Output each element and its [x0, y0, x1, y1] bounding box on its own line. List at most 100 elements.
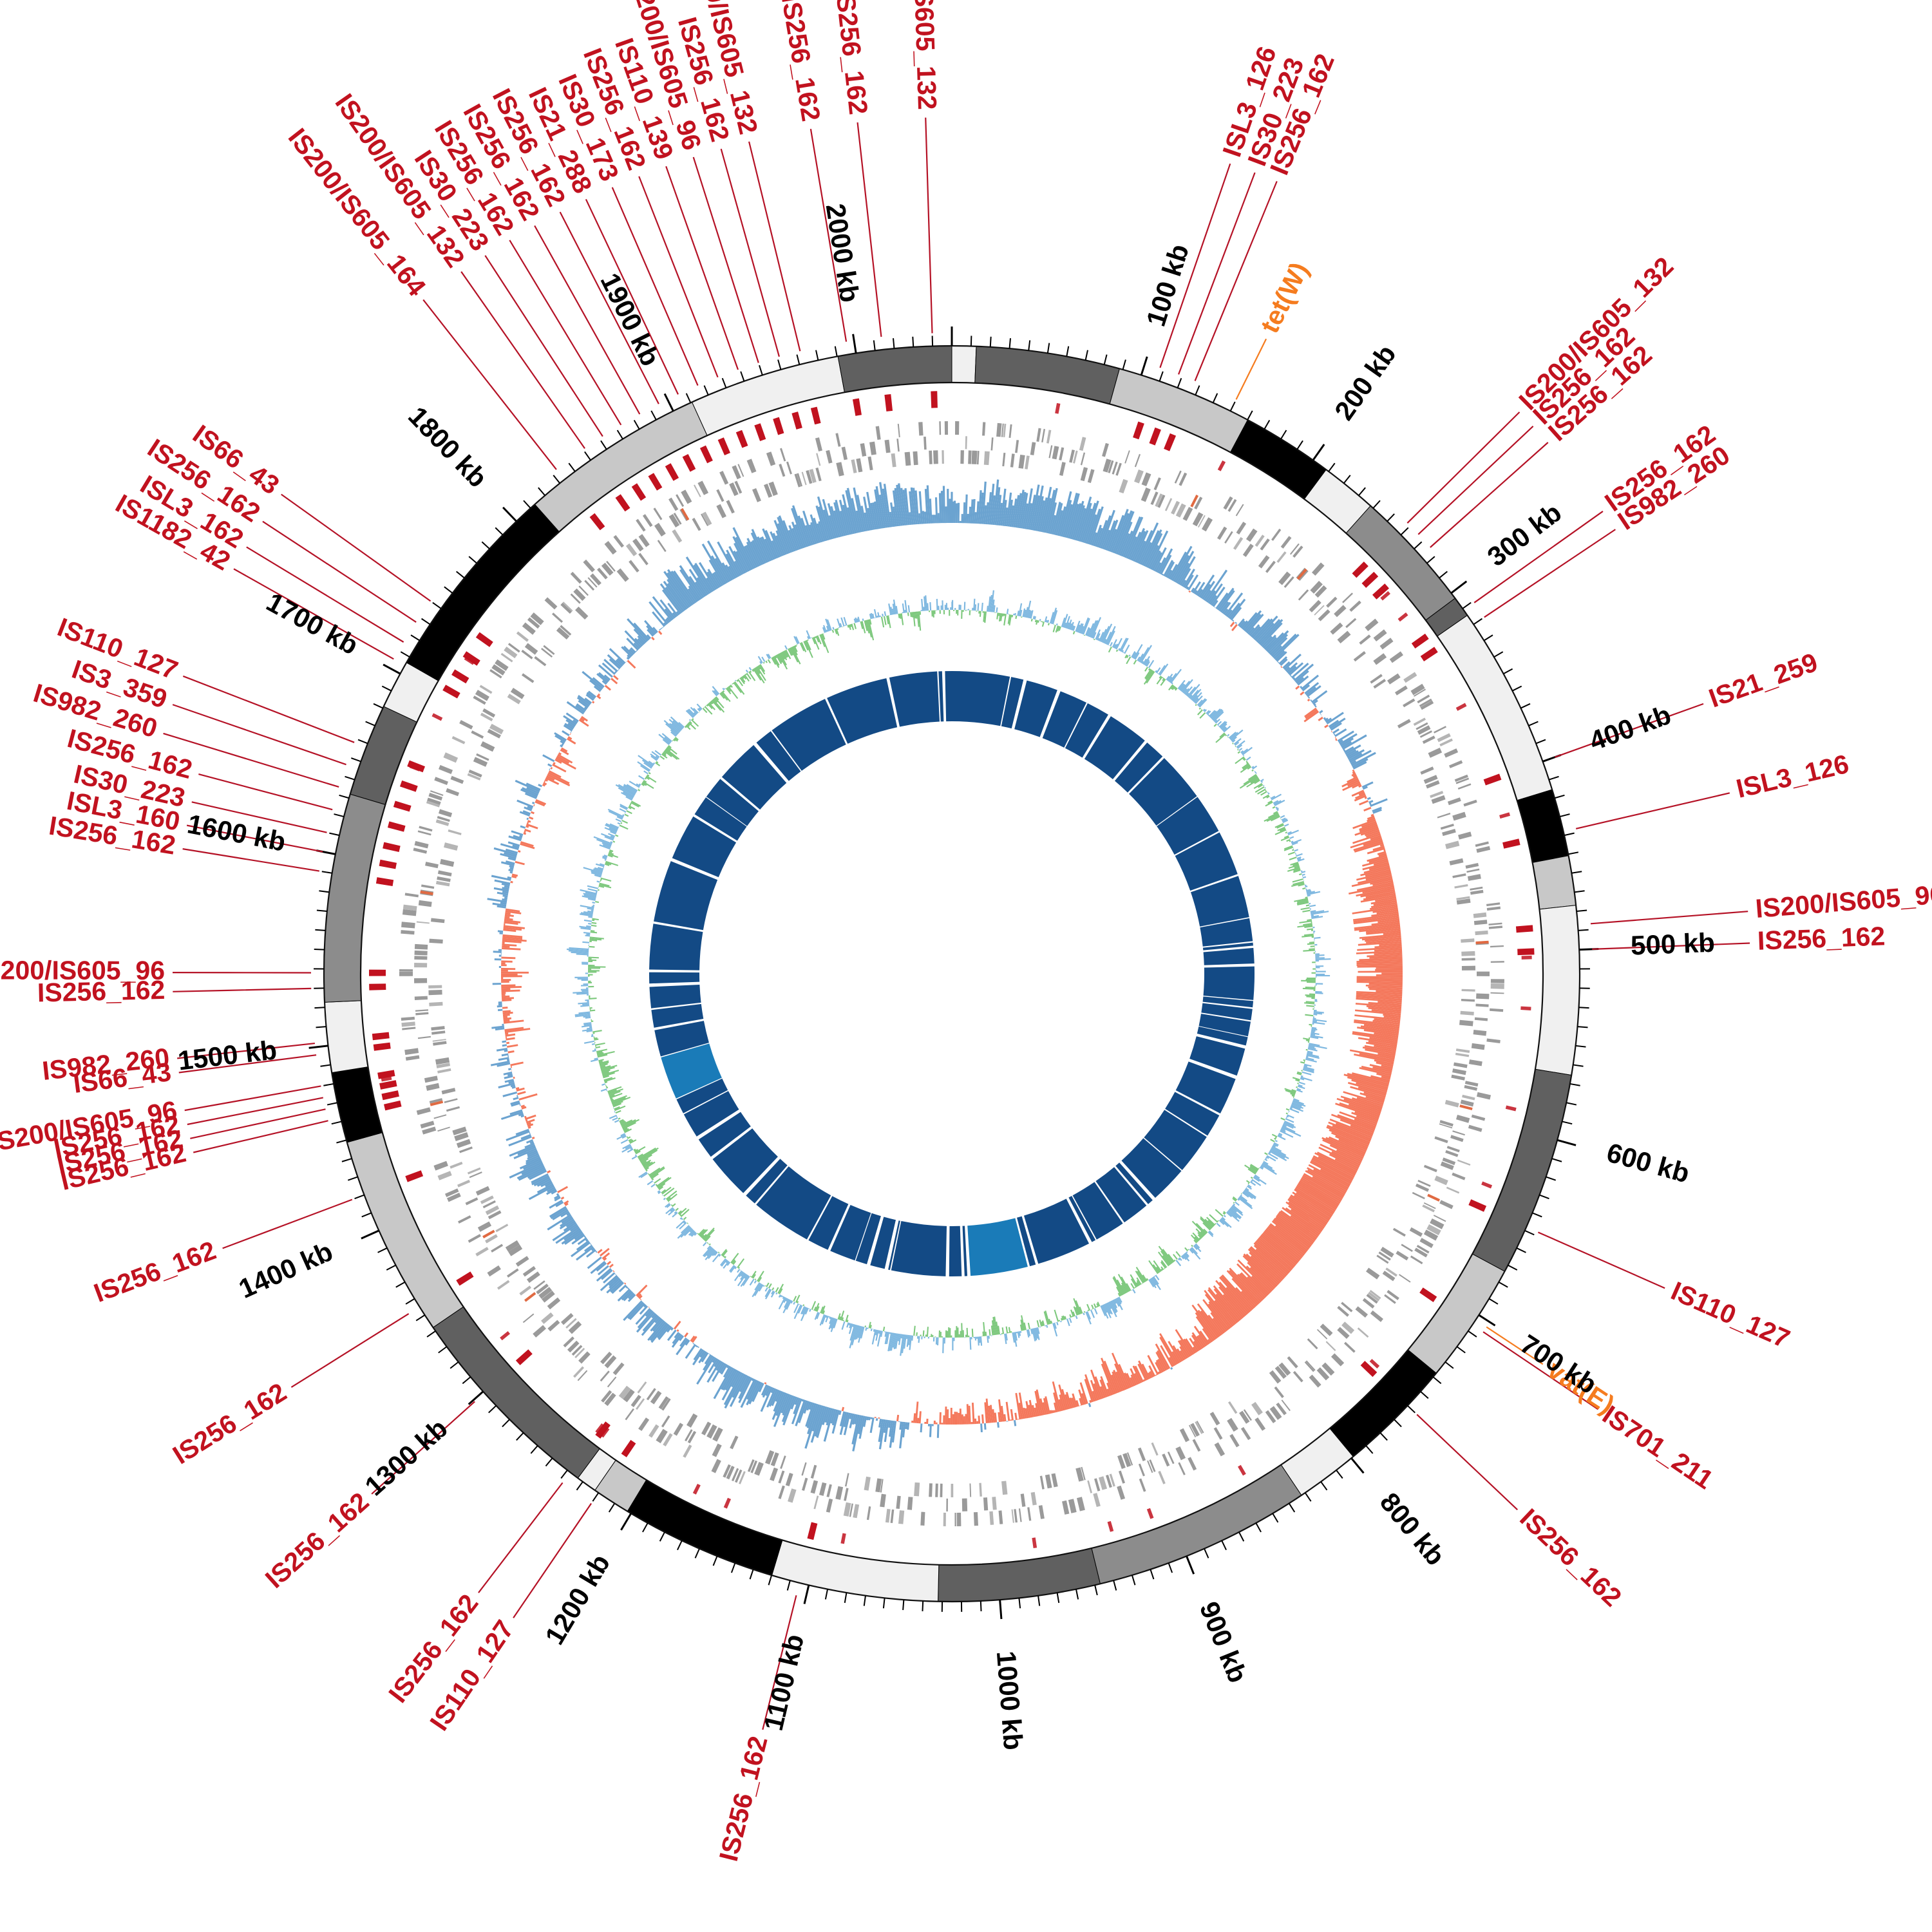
core-genome-segment	[1042, 691, 1087, 748]
gc-content-bar	[741, 676, 744, 679]
gc-content-bar	[589, 1009, 596, 1012]
cds-feature	[766, 451, 776, 466]
gc-skew-bar	[1360, 1025, 1399, 1032]
gc-skew-bar	[502, 1010, 511, 1013]
gc-content-bar	[654, 750, 662, 756]
gc-content-bar	[780, 1294, 782, 1298]
gc-content-bar	[1272, 806, 1276, 809]
gc-skew-bar	[607, 1260, 612, 1265]
gc-content-bar	[1186, 1251, 1188, 1253]
core-genome-segment	[1001, 677, 1024, 729]
gc-content-bar	[720, 692, 728, 701]
gc-skew-bar	[630, 647, 636, 654]
gc-skew-bar	[1362, 858, 1388, 867]
core-genome-segment	[889, 671, 940, 727]
gc-content-bar	[933, 1337, 935, 1342]
gc-skew-bar	[497, 1062, 511, 1067]
gc-content-bar	[1280, 1128, 1286, 1132]
gc-content-bar	[616, 1134, 626, 1140]
gc-content-bar	[738, 1271, 744, 1278]
gc-content-bar	[1013, 613, 1015, 616]
gc-skew-bar	[1371, 911, 1399, 917]
gc-content-bar	[1289, 857, 1297, 860]
gc-content-bar	[714, 1251, 718, 1256]
gc-skew-bar	[811, 1405, 822, 1432]
gc-content-bar	[918, 611, 922, 631]
gc-content-bar	[1209, 1214, 1218, 1223]
gc-content-bar	[814, 1312, 819, 1320]
gc-content-bar	[608, 853, 619, 858]
gc-content-bar	[1133, 644, 1143, 659]
gc-skew-bar	[652, 611, 666, 627]
leader-line	[1592, 942, 1750, 950]
gc-content-bar	[1290, 862, 1299, 866]
cds-feature	[1473, 1029, 1487, 1036]
cds-feature	[835, 1486, 844, 1500]
gc-skew-bar	[976, 501, 980, 524]
gc-content-bar	[1093, 1303, 1097, 1309]
cds-feature	[1337, 630, 1351, 644]
gc-content-bar	[1016, 1331, 1018, 1334]
gc-content-bar	[615, 1110, 621, 1114]
gc-skew-bar	[614, 1273, 617, 1276]
gc-content-bar	[615, 834, 619, 837]
cds-feature	[780, 448, 786, 462]
gc-skew-bar	[1320, 1168, 1351, 1186]
gc-content-bar	[864, 1325, 867, 1328]
gc-content-bar	[803, 641, 809, 651]
cds-feature	[929, 450, 933, 464]
gc-content-bar	[1101, 1305, 1109, 1319]
gc-content-bar	[587, 898, 596, 901]
gc-skew-bar	[1356, 950, 1403, 954]
axis-tick-minor	[844, 1593, 848, 1604]
cds-feature	[1428, 748, 1443, 758]
gc-skew-bar	[1351, 790, 1365, 797]
gc-content-bar	[592, 904, 595, 907]
cds-feature	[1093, 1493, 1101, 1508]
gc-skew-bar	[552, 763, 567, 773]
cds-feature	[1486, 906, 1501, 911]
gc-content-bar	[593, 1036, 595, 1038]
gc-content-bar	[772, 1287, 775, 1291]
gc-content-bar	[1297, 1082, 1299, 1084]
cds-feature	[1425, 780, 1440, 789]
gc-skew-bar	[945, 506, 947, 524]
gc-content-bar	[585, 972, 589, 974]
gc-skew-bar	[565, 712, 579, 723]
gc-skew-bar	[497, 930, 504, 933]
gc-skew-bar	[542, 754, 555, 762]
gc-skew-bar	[714, 1359, 720, 1367]
gc-content-bar	[1130, 1283, 1135, 1289]
gc-content-bar	[1117, 1274, 1129, 1293]
gc-skew-bar	[1353, 840, 1383, 851]
cds-feature	[1188, 1425, 1197, 1437]
axis-tick-minor	[323, 1083, 334, 1086]
cds-feature	[475, 1247, 489, 1256]
axis-tick-minor	[893, 338, 895, 349]
gc-skew-bar	[695, 1345, 698, 1348]
cds-feature	[429, 1001, 443, 1007]
gc-content-bar	[1274, 823, 1284, 828]
gc-skew-bar	[505, 1033, 516, 1037]
cds-feature	[750, 1460, 758, 1473]
gc-content-bar	[1034, 616, 1036, 620]
gc-skew-bar	[1093, 1383, 1101, 1400]
cds-feature	[971, 450, 978, 464]
gc-skew-bar	[1312, 1157, 1354, 1180]
gc-content-bar	[844, 625, 846, 627]
gc-skew-bar	[1309, 1161, 1352, 1184]
gc-content-bar	[1258, 1167, 1260, 1170]
gc-skew-bar	[833, 510, 842, 537]
gc-content-bar	[621, 1146, 632, 1153]
gc-content-bar	[1306, 1005, 1314, 1007]
cds-feature	[444, 842, 459, 851]
gc-skew-bar	[498, 1001, 502, 1004]
gc-skew-bar	[626, 656, 630, 660]
gc-skew-bar	[550, 1208, 568, 1220]
cds-feature	[1158, 1470, 1166, 1484]
axis-tick-label: 1100 kb	[758, 1631, 810, 1734]
is-element-label	[184, 1085, 321, 1112]
cds-feature	[1464, 1081, 1479, 1087]
gc-content-bar	[996, 612, 999, 620]
cds-feature	[729, 482, 739, 497]
